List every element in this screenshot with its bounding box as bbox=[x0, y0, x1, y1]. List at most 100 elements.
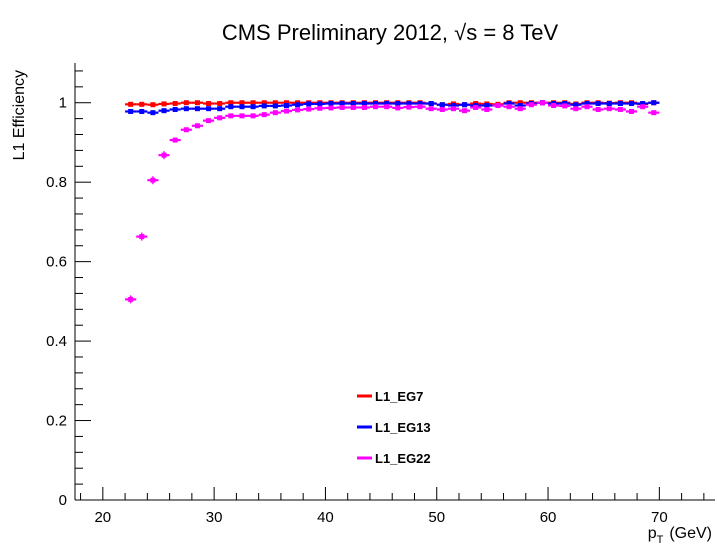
data-point-marker bbox=[139, 108, 145, 114]
data-point-marker bbox=[517, 100, 523, 106]
data-point-marker bbox=[161, 108, 167, 114]
data-point-marker bbox=[150, 102, 156, 108]
data-point-marker bbox=[217, 106, 223, 112]
series-l1-eg13 bbox=[125, 100, 660, 116]
chart-title: CMS Preliminary 2012, √s = 8 TeV bbox=[222, 20, 559, 45]
plot-series bbox=[125, 100, 660, 304]
legend-label: L1_EG13 bbox=[375, 420, 431, 435]
data-point-marker bbox=[328, 101, 334, 107]
data-point-marker bbox=[573, 106, 579, 112]
data-point-marker bbox=[317, 105, 323, 111]
x-axis-label-unit: (GeV) bbox=[669, 525, 712, 542]
x-axis-label-subscript: T bbox=[657, 534, 664, 546]
data-point-marker bbox=[250, 100, 256, 106]
data-point-marker bbox=[128, 101, 134, 107]
legend-label: L1_EG7 bbox=[375, 389, 423, 404]
data-point-marker bbox=[361, 104, 367, 110]
data-point-marker bbox=[194, 106, 200, 112]
data-point-marker bbox=[595, 101, 601, 107]
data-point-marker bbox=[350, 104, 356, 110]
data-point-marker bbox=[217, 101, 223, 107]
data-point-marker bbox=[228, 113, 234, 119]
data-point-marker bbox=[384, 101, 390, 107]
data-point-marker bbox=[361, 101, 367, 107]
data-point-marker bbox=[261, 112, 267, 118]
data-point-marker bbox=[606, 101, 612, 107]
data-point-marker bbox=[261, 103, 267, 109]
data-point-marker bbox=[128, 108, 134, 114]
y-tick-label: 1 bbox=[59, 95, 67, 112]
data-point-marker bbox=[629, 101, 635, 107]
data-point-marker bbox=[272, 110, 278, 116]
data-point-marker bbox=[194, 123, 200, 129]
y-tick-label: 0 bbox=[59, 492, 67, 509]
data-point-marker bbox=[384, 104, 390, 110]
data-point-marker bbox=[272, 100, 278, 106]
data-point-marker bbox=[283, 100, 289, 106]
data-point-marker bbox=[194, 100, 200, 106]
x-axis-label: pT (GeV) bbox=[648, 525, 712, 546]
data-point-marker bbox=[450, 106, 456, 112]
data-point-marker bbox=[495, 103, 501, 109]
x-axis-label-main: p bbox=[648, 525, 657, 542]
data-point-marker bbox=[573, 102, 579, 108]
data-point-marker bbox=[651, 100, 657, 106]
data-point-marker bbox=[172, 106, 178, 112]
data-point-marker bbox=[439, 102, 445, 108]
data-point-marker bbox=[172, 101, 178, 107]
data-point-marker bbox=[406, 104, 412, 110]
data-point-marker bbox=[339, 104, 345, 110]
data-point-marker bbox=[406, 101, 412, 107]
data-point-marker bbox=[417, 104, 423, 110]
data-point-marker bbox=[206, 118, 212, 124]
data-point-marker bbox=[250, 113, 256, 119]
x-tick-label: 20 bbox=[94, 509, 111, 526]
data-point-marker bbox=[595, 106, 601, 112]
x-tick-label: 50 bbox=[428, 509, 445, 526]
data-point-marker bbox=[206, 106, 212, 112]
data-point-marker bbox=[283, 108, 289, 114]
data-point-marker bbox=[606, 106, 612, 112]
data-point-marker bbox=[183, 100, 189, 106]
data-point-marker bbox=[551, 103, 557, 109]
data-point-marker bbox=[261, 100, 267, 106]
data-point-marker bbox=[617, 101, 623, 107]
data-point-marker bbox=[439, 106, 445, 112]
y-tick-label: 0.2 bbox=[46, 413, 67, 430]
data-point-marker bbox=[395, 101, 401, 107]
data-point-marker bbox=[228, 104, 234, 110]
data-point-marker bbox=[161, 101, 167, 107]
y-tick-label: 0.8 bbox=[46, 174, 67, 191]
data-point-marker bbox=[295, 102, 301, 108]
data-point-marker bbox=[306, 106, 312, 112]
data-point-marker bbox=[183, 127, 189, 133]
data-point-marker bbox=[239, 100, 245, 106]
y-axis-label: L1 Efficiency bbox=[11, 70, 28, 160]
data-point-marker bbox=[306, 101, 312, 107]
data-point-marker bbox=[506, 101, 512, 107]
data-point-marker bbox=[350, 101, 356, 107]
data-point-marker bbox=[517, 106, 523, 112]
data-point-marker bbox=[450, 103, 456, 109]
legend-label: L1_EG22 bbox=[375, 451, 431, 466]
data-point-marker bbox=[484, 106, 490, 112]
data-point-marker bbox=[506, 104, 512, 110]
data-point-marker bbox=[462, 108, 468, 114]
x-tick-label: 30 bbox=[206, 509, 223, 526]
data-point-marker bbox=[295, 107, 301, 113]
data-point-marker bbox=[239, 104, 245, 110]
y-tick-label: 0.6 bbox=[46, 254, 67, 271]
data-point-marker bbox=[172, 137, 178, 143]
data-point-marker bbox=[528, 102, 534, 108]
data-point-marker bbox=[473, 104, 479, 110]
data-point-marker bbox=[517, 103, 523, 109]
data-point-marker bbox=[217, 115, 223, 121]
data-point-marker bbox=[640, 101, 646, 107]
data-point-marker bbox=[640, 104, 646, 110]
data-point-marker bbox=[584, 101, 590, 107]
y-tick-label: 0.4 bbox=[46, 333, 67, 350]
legend: L1_EG7 L1_EG13 L1_EG22 bbox=[357, 389, 431, 466]
data-point-marker bbox=[428, 101, 434, 107]
